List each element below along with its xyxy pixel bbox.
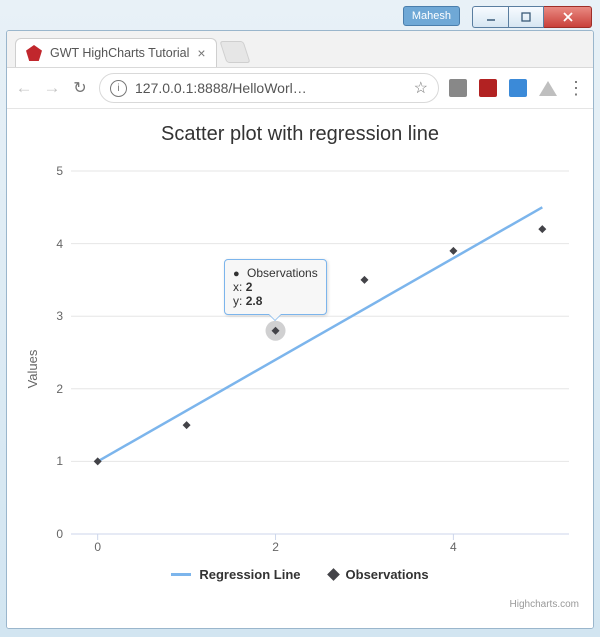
extension-icon[interactable] [449,79,467,97]
tab-close-icon[interactable]: × [197,46,205,60]
close-button[interactable] [544,6,592,28]
os-window: Mahesh GWT HighCharts Tutorial × ← → [0,0,600,637]
maximize-button[interactable] [508,6,544,28]
y-tick-label: 4 [56,237,63,251]
address-bar[interactable]: i 127.0.0.1:8888/HelloWorl… ☆ [99,73,439,103]
legend-diamond-icon [327,568,340,581]
chart-legend: Regression Line Observations [7,567,593,582]
y-tick-label: 2 [56,382,63,396]
legend-label: Observations [346,567,429,582]
observation-marker[interactable] [360,276,368,284]
y-tick-label: 1 [56,454,63,468]
extension-icon[interactable] [479,79,497,97]
legend-label: Regression Line [199,567,300,582]
reload-button[interactable]: ↻ [71,78,89,98]
browser-frame: GWT HighCharts Tutorial × ← → ↻ i 127.0.… [6,30,594,629]
tooltip-symbol-icon: ● [233,268,240,280]
user-label: Mahesh [403,6,460,26]
chart-credits[interactable]: Highcharts.com [510,599,579,610]
tooltip-y-label: y [233,294,239,308]
plot-area: ● Observations x: 2 y: 2.8 012345024 [71,171,569,534]
observation-marker[interactable] [538,225,546,233]
tooltip-x-label: x [233,280,239,294]
site-info-icon[interactable]: i [110,80,127,97]
chart-title: Scatter plot with regression line [7,109,593,146]
observation-marker[interactable] [449,247,457,255]
minimize-button[interactable] [472,6,508,28]
extension-icon[interactable] [509,79,527,97]
tooltip-series-name: Observations [247,266,318,280]
y-tick-label: 5 [56,164,63,178]
url-text: 127.0.0.1:8888/HelloWorl… [135,80,406,96]
observation-marker[interactable] [183,421,191,429]
regression-line [98,207,543,461]
browser-tab[interactable]: GWT HighCharts Tutorial × [15,38,217,67]
browser-toolbar: ← → ↻ i 127.0.0.1:8888/HelloWorl… ☆ ⋮ [7,68,593,109]
window-controls [472,6,592,28]
y-axis-title: Values [25,349,40,388]
tab-strip: GWT HighCharts Tutorial × [7,31,593,68]
x-tick-label: 2 [272,540,279,554]
x-tick-label: 4 [450,540,457,554]
forward-button[interactable]: → [43,78,61,98]
new-tab-button[interactable] [219,41,250,63]
legend-item-observations[interactable]: Observations [329,567,429,582]
favicon-icon [26,45,42,61]
chart-tooltip: ● Observations x: 2 y: 2.8 [224,259,327,315]
chart: Scatter plot with regression line Values… [7,109,593,628]
browser-menu-button[interactable]: ⋮ [567,78,585,99]
extension-icon[interactable] [539,81,557,96]
legend-item-regression[interactable]: Regression Line [171,567,300,582]
tooltip-y-value: 2.8 [246,294,263,308]
legend-line-icon [171,573,191,576]
tooltip-x-value: 2 [246,280,253,294]
tab-title: GWT HighCharts Tutorial [50,46,189,60]
bookmark-star-icon[interactable]: ☆ [414,78,428,98]
back-button[interactable]: ← [15,78,33,98]
window-titlebar: Mahesh [6,6,594,30]
y-tick-label: 3 [56,309,63,323]
page-content: Scatter plot with regression line Values… [7,109,593,628]
y-tick-label: 0 [56,527,63,541]
extension-icons [449,79,557,97]
x-tick-label: 0 [94,540,101,554]
